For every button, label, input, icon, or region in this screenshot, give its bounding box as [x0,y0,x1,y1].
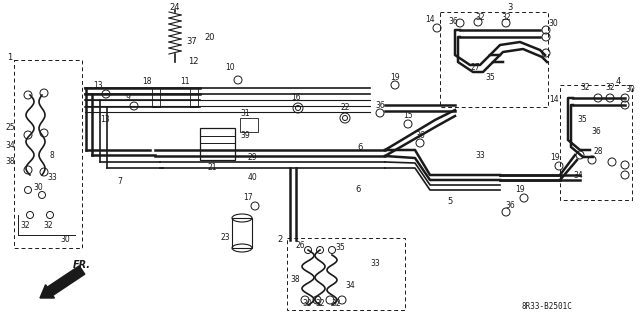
Text: 11: 11 [180,78,189,86]
Text: 5: 5 [447,197,452,206]
Text: 7: 7 [118,177,122,187]
Text: 31: 31 [240,108,250,117]
Bar [287,238,405,310]
Text: 34: 34 [345,280,355,290]
Text: 20: 20 [205,33,215,42]
Text: 30: 30 [625,85,635,94]
Text: 32: 32 [605,84,615,93]
Text: 14: 14 [425,16,435,25]
Text: 23: 23 [220,234,230,242]
Text: 18: 18 [142,78,152,86]
Text: 37: 37 [187,38,197,47]
Text: 21: 21 [207,164,217,173]
Text: 2: 2 [277,235,283,244]
Text: 16: 16 [291,93,301,102]
Text: 40: 40 [247,174,257,182]
Bar [14,60,82,248]
Text: 17: 17 [243,194,253,203]
Text: 35: 35 [335,243,345,253]
Text: 9: 9 [125,93,131,102]
Text: 30: 30 [548,19,558,27]
Bar [200,128,235,160]
Text: 30: 30 [302,299,312,308]
Text: 36: 36 [591,128,601,137]
Text: 34: 34 [573,170,583,180]
Text: 36: 36 [448,18,458,26]
Text: 25: 25 [5,123,15,132]
Text: 36: 36 [505,201,515,210]
Text: 8: 8 [50,151,54,160]
Text: 33: 33 [47,174,57,182]
Text: 32: 32 [20,220,30,229]
Text: 6: 6 [355,186,361,195]
Text: 10: 10 [225,63,235,72]
Text: 27: 27 [470,63,480,72]
Text: 8R33-B2501C: 8R33-B2501C [522,302,573,311]
Text: 36: 36 [375,100,385,109]
Text: 13: 13 [93,80,103,90]
Text: 32: 32 [475,13,485,23]
Text: 38: 38 [290,276,300,285]
Bar [232,218,252,248]
Text: 30: 30 [33,183,43,192]
Text: FR.: FR. [73,260,91,270]
Text: 38: 38 [5,158,15,167]
Text: 28: 28 [593,147,603,157]
Text: 33: 33 [370,258,380,268]
Text: 34: 34 [5,140,15,150]
Text: 26: 26 [295,241,305,249]
Text: 19: 19 [550,153,560,162]
Bar [560,85,632,200]
Text: 19: 19 [515,186,525,195]
Text: 14: 14 [549,95,559,105]
Text: 32: 32 [501,13,511,23]
Bar [240,118,258,132]
Text: 19: 19 [390,73,400,83]
Text: 24: 24 [170,4,180,12]
FancyArrow shape [40,266,84,298]
Text: 32: 32 [43,220,53,229]
Text: 3: 3 [508,4,513,12]
Text: 29: 29 [247,153,257,162]
Text: 22: 22 [340,103,349,113]
Text: 6: 6 [357,144,363,152]
Text: 39: 39 [240,130,250,139]
Text: 35: 35 [485,73,495,83]
Text: 4: 4 [616,78,621,86]
Text: 12: 12 [188,57,198,66]
Text: 1: 1 [8,54,13,63]
Text: 36: 36 [415,130,425,139]
Text: 33: 33 [475,151,485,160]
Text: 32: 32 [315,299,325,308]
Text: 30: 30 [60,235,70,244]
Text: 15: 15 [403,110,413,120]
Bar [440,12,548,107]
Text: 32: 32 [331,299,341,308]
Text: 13: 13 [100,115,110,124]
Text: 32: 32 [580,84,590,93]
Text: 35: 35 [577,115,587,124]
